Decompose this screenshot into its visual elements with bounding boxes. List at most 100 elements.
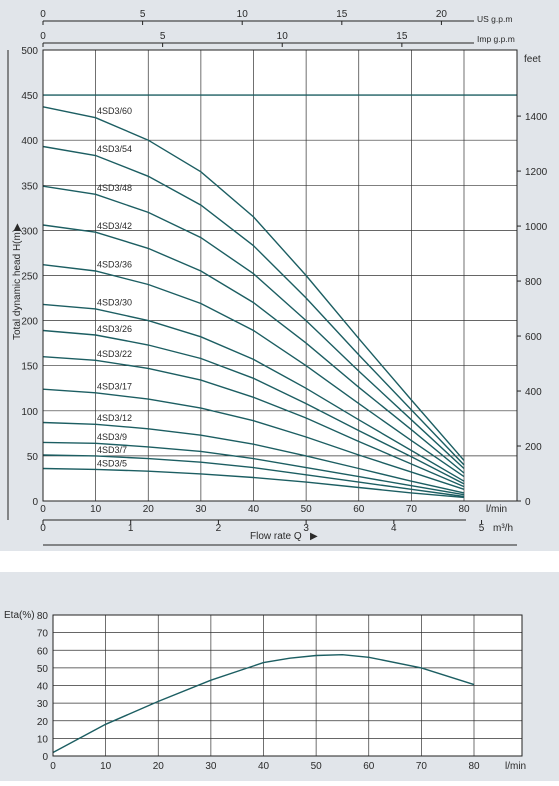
efficiency-axis-label: Eta(%) [4, 610, 35, 621]
head-curve-4sd3-48 [42, 185, 465, 470]
head-curve-4sd3-60 [42, 106, 465, 461]
head-y-tick-label: 400 [21, 136, 38, 147]
head-x-tick-label: 50 [301, 504, 313, 515]
head-curve-4sd3-17 [42, 388, 465, 490]
head-x-tick-label: 30 [195, 504, 207, 515]
head-x-tick-label: 0 [40, 504, 46, 515]
series-label: 4SD3/22 [97, 349, 132, 359]
head-curve-4sd3-9 [42, 441, 465, 496]
us-gpm-label: US g.p.m [477, 14, 512, 24]
head-curves [42, 106, 465, 499]
feet-tick-label: 0 [525, 497, 531, 508]
eff-x-tick-label: 40 [258, 761, 270, 772]
us-gpm-tick-label: 20 [436, 9, 448, 20]
eff-x-tick-label: 70 [416, 761, 428, 772]
eff-x-tick-label: 50 [311, 761, 323, 772]
head-y-tick-label: 300 [21, 226, 38, 237]
eff-y-tick-label: 20 [37, 717, 49, 728]
feet-tick-label: 1200 [525, 167, 548, 178]
head-curve-4sd3-54 [42, 145, 465, 466]
eff-x-tick-label: 0 [50, 761, 56, 772]
head-x-ticks: 0 10 20 30 40 50 60 70 80 [40, 504, 470, 515]
series-label: 4SD3/5 [97, 458, 127, 468]
head-curve-4sd3-22 [42, 356, 465, 488]
us-gpm-tick-label: 0 [40, 9, 46, 20]
efficiency-chart: 0 10 20 30 40 50 60 70 80 0 10 20 30 40 50 60 70 80 Eta(… [0, 572, 559, 781]
m3h-tick-label: 2 [216, 523, 222, 534]
head-x-tick-label: 10 [90, 504, 102, 515]
m3h-tick-label: 0 [40, 523, 46, 534]
head-y-tick-label: 50 [27, 452, 39, 463]
head-x-tick-label: 80 [458, 504, 470, 515]
series-label: 4SD3/48 [97, 183, 132, 193]
series-labels: 4SD3/60 4SD3/54 4SD3/48 4SD3/42 4SD3/36 4SD3/… [97, 106, 132, 468]
eff-x-tick-label: 60 [363, 761, 375, 772]
head-y-tick-label: 500 [21, 46, 38, 57]
head-curve-4sd3-12 [42, 421, 465, 494]
feet-tick-label: 600 [525, 332, 542, 343]
head-chart-frame [42, 49, 518, 502]
head-x-tick-label: 70 [406, 504, 418, 515]
head-curve-4sd3-26 [42, 329, 465, 485]
efficiency-chart-grid [53, 615, 522, 756]
us-gpm-tick-label: 10 [237, 9, 249, 20]
imp-gpm-tick-label: 0 [40, 31, 46, 42]
us-gpm-axis: US g.p.m 0 5 10 15 20 [40, 9, 512, 25]
feet-tick-label: 1000 [525, 222, 548, 233]
eff-y-tick-label: 60 [37, 646, 49, 657]
efficiency-unit-label: l/min [505, 761, 526, 772]
m3h-tick-label: 5 [479, 523, 485, 534]
series-label: 4SD3/26 [97, 324, 132, 334]
series-label: 4SD3/54 [97, 144, 132, 154]
feet-tick-label: 800 [525, 277, 542, 288]
head-axis-arrow: ▶ [12, 223, 23, 231]
eff-y-tick-label: 80 [37, 611, 49, 622]
series-label: 4SD3/36 [97, 260, 132, 270]
eff-x-tick-label: 10 [100, 761, 112, 772]
head-y-tick-label: 450 [21, 91, 38, 102]
series-label: 4SD3/60 [97, 106, 132, 116]
feet-tick-label: 1400 [525, 112, 548, 123]
head-curve-4sd3-5 [42, 467, 465, 499]
eff-x-tick-label: 20 [153, 761, 165, 772]
efficiency-curve [52, 653, 475, 754]
eff-y-tick-label: 10 [37, 734, 49, 745]
efficiency-y-ticks: 0 10 20 30 40 50 60 70 80 [37, 611, 49, 763]
m3h-axis-ticks: 0 1 2 3 4 5 [40, 520, 485, 534]
eff-y-tick-label: 70 [37, 629, 49, 640]
feet-tick-label: 200 [525, 442, 542, 453]
head-curve-4sd3-42 [42, 224, 465, 474]
lmin-unit-label: l/min [486, 504, 507, 515]
head-axis-label: Total dynamic head H(m) [12, 229, 23, 340]
series-label: 4SD3/12 [97, 413, 132, 423]
series-label: 4SD3/42 [97, 221, 132, 231]
head-y-ticks: 0 50 100 150 200 250 300 350 400 450 500 [21, 46, 38, 508]
m3h-tick-label: 4 [391, 523, 397, 534]
head-y-tick-label: 150 [21, 362, 38, 373]
efficiency-curve-group [52, 653, 475, 754]
series-label: 4SD3/9 [97, 432, 127, 442]
flow-rate-arrow: ▶ [310, 531, 318, 542]
m3h-unit-label: m³/h [493, 523, 513, 534]
head-curve-4sd3-36 [42, 264, 465, 478]
head-y-tick-label: 0 [32, 497, 38, 508]
head-y-tick-label: 250 [21, 272, 38, 283]
series-label: 4SD3/7 [97, 445, 127, 455]
head-y-tick-label: 200 [21, 317, 38, 328]
flow-rate-label: Flow rate Q [250, 531, 302, 542]
imp-gpm-axis: Imp g.p.m 0 5 10 15 [40, 31, 515, 47]
eff-y-tick-label: 0 [42, 752, 48, 763]
feet-tick-label: 400 [525, 387, 542, 398]
head-curve-4sd3-7 [42, 454, 465, 498]
m3h-tick-label: 1 [128, 523, 134, 534]
eff-y-tick-label: 30 [37, 699, 49, 710]
series-label: 4SD3/17 [97, 382, 132, 392]
head-x-tick-label: 40 [248, 504, 260, 515]
m3h-tick-label: 3 [303, 523, 309, 534]
head-y-tick-label: 350 [21, 181, 38, 192]
series-label: 4SD3/30 [97, 298, 132, 308]
head-curve-4sd3-30 [42, 303, 465, 482]
eff-x-tick-label: 30 [205, 761, 217, 772]
